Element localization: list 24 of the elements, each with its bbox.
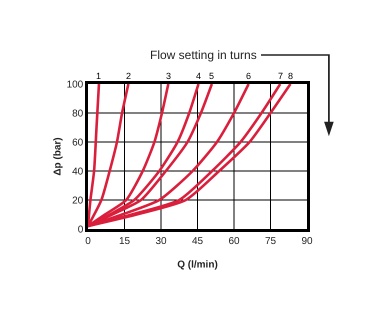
- y-tick-label: 80: [72, 108, 84, 120]
- x-tick-label: 60: [228, 236, 240, 247]
- y-tick-label: 60: [72, 138, 84, 148]
- y-tick-label: 100: [66, 80, 84, 90]
- series-label: 3: [166, 71, 172, 81]
- x-tick-label: 15: [118, 236, 130, 247]
- series-label: 6: [246, 71, 252, 81]
- y-tick-label: 40: [72, 166, 84, 178]
- x-tick-label: 30: [155, 236, 167, 247]
- x-tick-label: 45: [192, 236, 204, 247]
- x-tick-label: 75: [264, 236, 276, 247]
- series-label: 4: [196, 71, 202, 81]
- text: Flow setting in turns: [150, 48, 257, 62]
- series-label: 5: [209, 71, 214, 81]
- y-tick-label: 20: [72, 196, 84, 206]
- y-tick-label: 0: [78, 224, 84, 236]
- series-label: 8: [288, 71, 294, 81]
- series-label: 1: [96, 71, 102, 81]
- x-tick-label: 90: [301, 236, 313, 247]
- y-axis-title: Δp (bar): [52, 137, 64, 176]
- series-label: 2: [126, 71, 132, 81]
- x-axis-title: Q (l/min): [177, 259, 218, 270]
- series-label: 7: [278, 71, 284, 81]
- x-tick-label: 0: [85, 236, 92, 247]
